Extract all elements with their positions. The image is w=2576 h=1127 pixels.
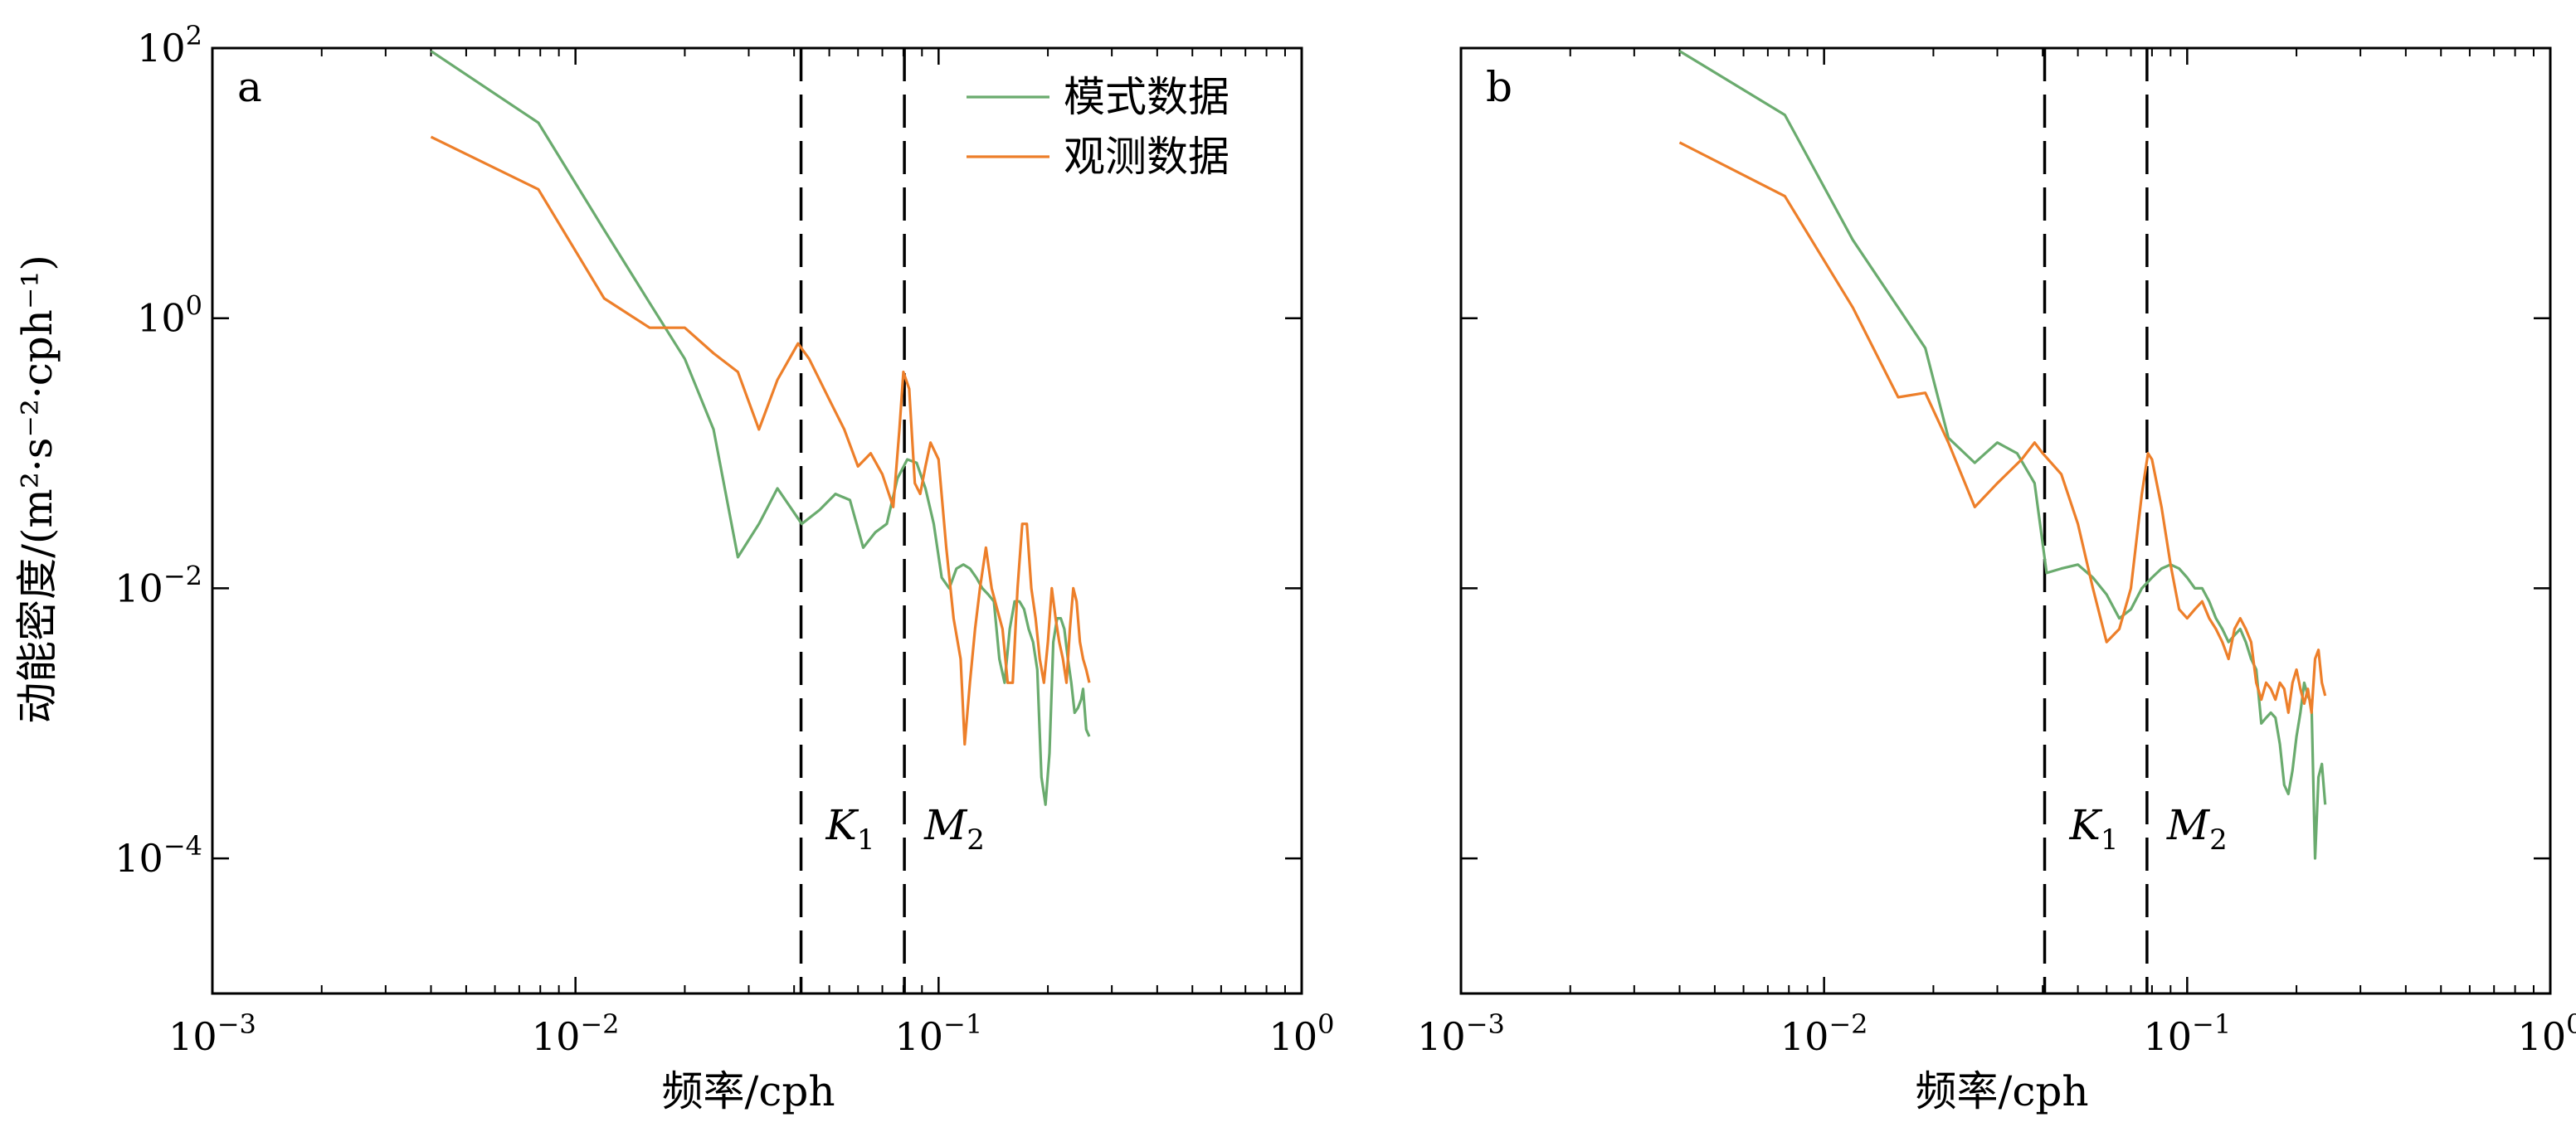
axes-frame xyxy=(1459,46,2552,995)
x-tick-label: 10−1 xyxy=(2143,1008,2231,1059)
x-tick-label: 100 xyxy=(1269,1008,1335,1059)
x-tick-label: 100 xyxy=(2518,1008,2576,1059)
series-line-observed xyxy=(430,135,1091,746)
tidal-label-m2: M2 xyxy=(2166,801,2228,857)
legend-label: 观测数据 xyxy=(1064,133,1230,181)
y-tick-label: 100 xyxy=(137,290,202,341)
panel-letter: a xyxy=(237,63,262,111)
tidal-label-k1: K1 xyxy=(2069,801,2119,857)
panel-letter: b xyxy=(1486,63,1512,111)
legend-label: 模式数据 xyxy=(1064,73,1230,121)
panel-a: 10−3 10−2 10−1 100 10−4 10−2 100 102 K1 M2 a 模式数据观测… xyxy=(114,20,1334,1059)
y-tick-label: 10−4 xyxy=(114,830,202,881)
x-tick-label: 10−3 xyxy=(1417,1008,1505,1059)
y-tick-label: 10−2 xyxy=(114,560,202,610)
y-tick-label: 102 xyxy=(137,20,202,70)
axes-frame xyxy=(211,46,1303,995)
x-tick-label: 10−2 xyxy=(1780,1008,1868,1059)
x-tick-label: 10−1 xyxy=(894,1008,982,1059)
tidal-label-m2: M2 xyxy=(923,801,985,857)
series-line-model xyxy=(1678,50,2327,860)
series-line-model xyxy=(430,50,1091,806)
series-group xyxy=(430,50,1091,806)
x-axis-label-b: 频率/cph xyxy=(1915,1067,2088,1115)
x-tick-label: 10−3 xyxy=(168,1008,256,1059)
panel-b: 10−3 10−2 10−1 100 K1 M2 b xyxy=(1417,46,2576,1059)
tidal-label-k1: K1 xyxy=(825,801,875,857)
series-line-observed xyxy=(1678,141,2327,715)
y-axis-label: 动能密度/(m²·s⁻²·cph⁻¹) xyxy=(13,255,61,724)
x-tick-label: 10−2 xyxy=(532,1008,620,1059)
series-group xyxy=(1678,50,2327,860)
x-axis-label-a: 频率/cph xyxy=(661,1067,835,1115)
